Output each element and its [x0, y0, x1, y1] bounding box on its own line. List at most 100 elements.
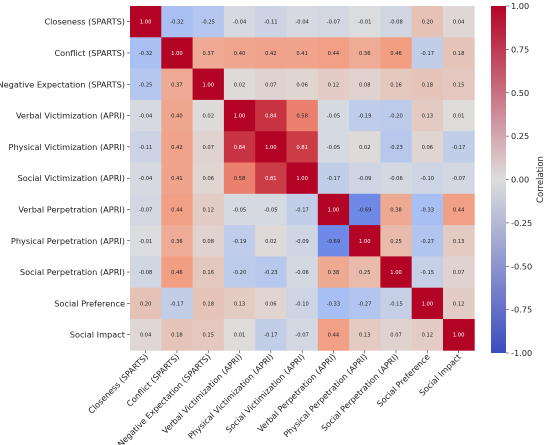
- cell-value-label: 1.00: [453, 333, 465, 339]
- heatmap-cell: [380, 287, 413, 320]
- cell-value-label: -0.10: [295, 301, 308, 307]
- cell-value-label: -0.23: [264, 270, 277, 276]
- cell-value-label: 0.46: [390, 51, 402, 57]
- cell-value-label: 0.38: [390, 207, 402, 213]
- x-tick-label: Social Preference: [375, 352, 432, 409]
- cell-value-label: 0.02: [202, 114, 214, 120]
- heatmap-cell: [255, 68, 287, 101]
- heatmap-cell: [349, 131, 381, 163]
- cell-value-label: 0.07: [390, 333, 402, 339]
- heatmap-cell: [223, 256, 256, 289]
- colorbar-tick-label: 0.00: [511, 175, 529, 185]
- cell-value-label: 1.00: [390, 270, 402, 276]
- cell-value-label: 0.06: [202, 176, 214, 182]
- cell-value-label: 0.84: [265, 114, 277, 120]
- colorbar-ticks: 1.00 0.75 0.50 0.25 0.00 -0.25 -0.50 -0.75 -1.00: [506, 1, 532, 358]
- heatmap-cell: [161, 225, 193, 257]
- heatmap-cell: [380, 162, 413, 195]
- cell-value-label: -0.17: [421, 51, 434, 57]
- heatmap-cell: [443, 193, 475, 226]
- cell-value-label: 0.13: [422, 114, 434, 120]
- colorbar-tick-label: -0.50: [511, 261, 532, 271]
- heatmap-cell: [411, 99, 444, 132]
- cell-value-label: 0.18: [453, 51, 465, 57]
- cell-value-label: 0.37: [171, 82, 183, 88]
- cell-value-label: 0.41: [171, 176, 183, 182]
- heatmap-cell: [286, 6, 319, 38]
- heatmap-cell: [317, 193, 350, 226]
- x-tick-label: Closeness (SPARTS): [86, 352, 150, 416]
- cell-value-label: -0.33: [327, 301, 340, 307]
- heatmap-cell: [130, 99, 162, 132]
- heatmap-cell: [192, 6, 225, 38]
- cell-value-label: 0.44: [328, 51, 340, 57]
- heatmap-cell: [411, 68, 444, 101]
- cell-value-label: -0.05: [233, 207, 246, 213]
- cell-value-label: -0.32: [170, 20, 183, 26]
- cell-value-label: -0.11: [264, 20, 277, 26]
- cell-value-label: -0.69: [358, 207, 371, 213]
- y-axis-labels: Closeness (SPARTS) Conflict (SPARTS) Negat…: [0, 17, 130, 340]
- cell-value-label: 0.12: [453, 301, 465, 307]
- heatmap-cell: [161, 68, 193, 101]
- heatmap-cell: [349, 6, 381, 38]
- cell-value-label: -0.20: [389, 114, 402, 120]
- cell-value-label: 1.00: [359, 239, 371, 245]
- heatmap-cell: [411, 256, 444, 289]
- heatmap-cell: [443, 256, 475, 289]
- cell-value-label: -0.04: [233, 20, 247, 26]
- cell-value-label: 0.36: [171, 239, 183, 245]
- cell-value-label: 0.04: [453, 20, 465, 26]
- cell-value-label: 0.58: [234, 176, 246, 182]
- cell-value-label: -0.04: [139, 176, 153, 182]
- heatmap-cell: [223, 131, 256, 163]
- cell-value-label: -0.04: [295, 20, 309, 26]
- cell-value-label: -0.19: [358, 114, 371, 120]
- cell-value-label: 0.18: [202, 301, 214, 307]
- heatmap-cell: [380, 256, 413, 289]
- cell-value-label: 0.38: [328, 270, 340, 276]
- cell-value-label: -0.08: [139, 270, 152, 276]
- colorbar: [491, 6, 506, 353]
- cell-value-label: 0.16: [390, 82, 402, 88]
- heatmap-cell-labels: 1.00 -0.32 -0.25 -0.04 -0.11 -0.04 -0.07 -0.01 -…: [139, 20, 465, 339]
- heatmap-cell: [130, 37, 162, 69]
- heatmap-cell: [255, 37, 287, 69]
- heatmap-cell: [411, 225, 444, 257]
- heatmap-cell: [286, 193, 319, 226]
- heatmap-cell: [255, 99, 287, 132]
- heatmap-cell: [443, 6, 475, 38]
- heatmap-cell: [349, 225, 381, 257]
- cell-value-label: 0.07: [202, 145, 214, 151]
- cell-value-label: 0.41: [296, 51, 308, 57]
- heatmap-cell: [192, 193, 225, 226]
- heatmap-cell: [223, 37, 256, 69]
- cell-value-label: 1.00: [328, 207, 340, 213]
- heatmap-cell: [223, 162, 256, 195]
- heatmap-cell: [223, 225, 256, 257]
- cell-value-label: -0.06: [295, 270, 308, 276]
- heatmap-cell: [192, 162, 225, 195]
- cell-value-label: 0.44: [171, 207, 183, 213]
- cell-value-label: 0.08: [202, 239, 214, 245]
- cell-value-label: 0.84: [234, 145, 246, 151]
- cell-value-label: -0.25: [139, 82, 152, 88]
- cell-value-label: 0.81: [296, 145, 308, 151]
- heatmap-cell: [286, 68, 319, 101]
- cell-value-label: -0.69: [327, 239, 340, 245]
- cell-value-label: 1.00: [265, 145, 277, 151]
- heatmap-cell: [130, 193, 162, 226]
- heatmap-cell: [161, 6, 193, 38]
- y-tick-label: Physical Victimization (APRI): [9, 142, 125, 152]
- heatmap-cell: [443, 37, 475, 69]
- heatmap-cell: [411, 131, 444, 163]
- colorbar-tick-label: 0.50: [511, 88, 529, 98]
- colorbar-label: Correlation: [536, 156, 546, 203]
- heatmap-cell: [380, 68, 413, 101]
- heatmap-cell: [161, 99, 193, 132]
- heatmap-cell: [380, 319, 413, 351]
- cell-value-label: -0.09: [295, 239, 308, 245]
- cell-value-label: -0.17: [264, 333, 277, 339]
- cell-value-label: 0.81: [265, 176, 277, 182]
- heatmap-cell: [443, 131, 475, 163]
